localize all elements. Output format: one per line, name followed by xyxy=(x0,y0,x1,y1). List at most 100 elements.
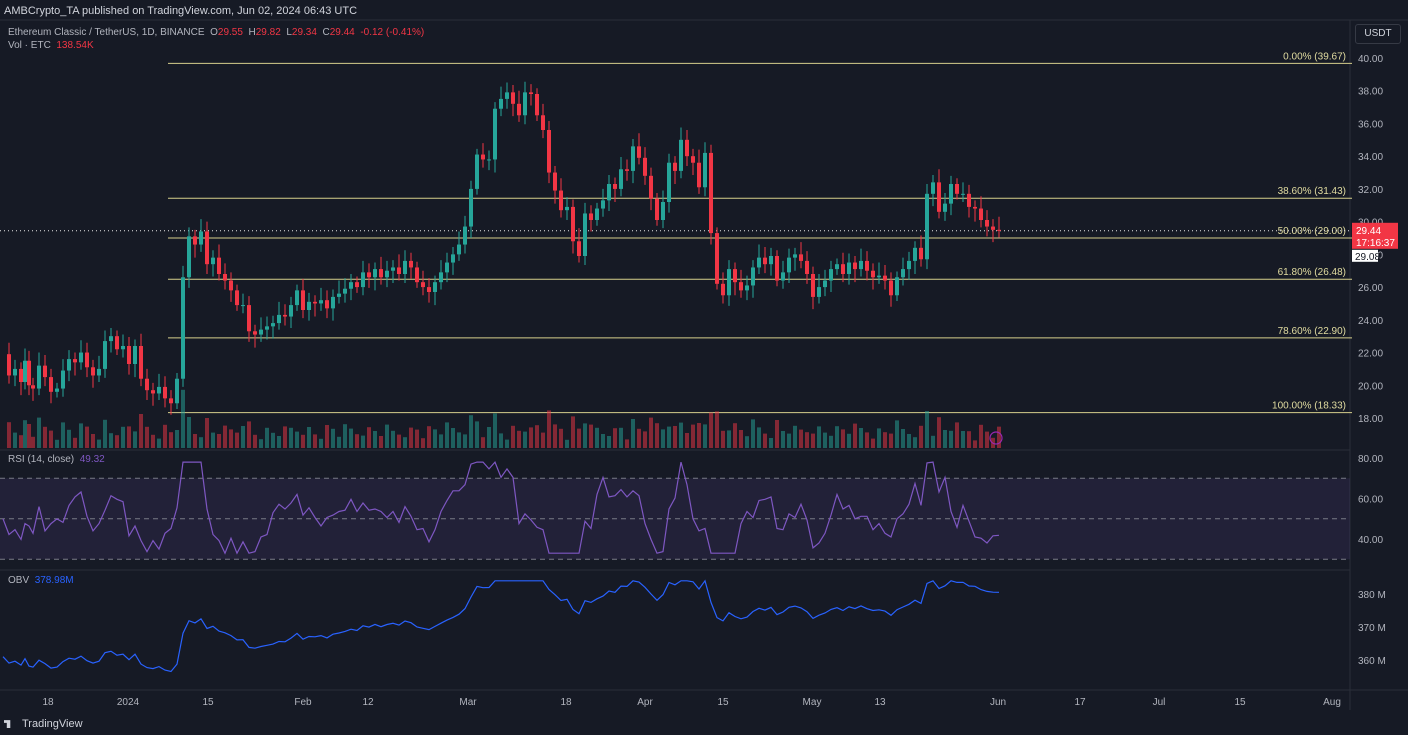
candle-body xyxy=(547,130,551,173)
price-tick-label: 40.00 xyxy=(1358,54,1383,65)
volume-bar xyxy=(613,428,617,448)
volume-bar xyxy=(787,433,791,448)
volume-bar xyxy=(583,423,587,448)
time-tick-label: 13 xyxy=(874,697,886,708)
candle-body xyxy=(109,336,113,342)
volume-bar xyxy=(799,429,803,448)
volume-bar xyxy=(469,415,473,448)
candle-body xyxy=(685,139,689,157)
volume-bar xyxy=(871,438,875,448)
candle-body xyxy=(709,152,713,234)
volume-bar xyxy=(289,427,293,448)
low-label: L xyxy=(286,27,292,38)
candle-body xyxy=(895,277,899,296)
candle-body xyxy=(991,226,995,230)
high-value: 29.82 xyxy=(255,27,281,38)
obv-tick-label: 380 M xyxy=(1358,590,1386,601)
candle-body xyxy=(817,287,821,297)
volume-bar xyxy=(283,426,287,448)
candle-body xyxy=(445,262,449,273)
candle-body xyxy=(451,254,455,263)
candle-body xyxy=(181,277,185,379)
candle-body xyxy=(31,385,35,389)
volume-bar xyxy=(691,424,695,448)
volume-bar xyxy=(217,434,221,448)
candle-body xyxy=(121,346,125,350)
candle-body xyxy=(157,386,161,394)
volume-bar xyxy=(517,430,521,448)
candle-body xyxy=(721,283,725,296)
candle-body xyxy=(655,198,659,220)
candle-body xyxy=(67,359,71,371)
symbol-name: Ethereum Classic / TetherUS, 1D, BINANCE xyxy=(8,27,205,38)
volume-bar xyxy=(673,426,677,448)
candle-body xyxy=(247,305,251,332)
volume-bar xyxy=(595,427,599,448)
candle-body xyxy=(469,188,473,227)
candle-body xyxy=(925,193,929,260)
volume-bar xyxy=(361,435,365,448)
candle-body xyxy=(805,260,809,274)
candle-body xyxy=(739,282,743,291)
volume-bar xyxy=(997,426,1001,448)
volume-bar xyxy=(109,433,113,448)
fib-label: 100.00% (18.33) xyxy=(1272,401,1346,412)
candle-body xyxy=(379,269,383,278)
volume-bar xyxy=(529,427,533,448)
candle-body xyxy=(211,257,215,265)
candle-body xyxy=(27,360,31,386)
time-tick-label: 17 xyxy=(1074,697,1086,708)
volume-bar xyxy=(619,427,623,448)
candle-body xyxy=(775,256,779,281)
volume-bar xyxy=(97,439,101,448)
candle-body xyxy=(13,368,17,376)
candle-body xyxy=(43,365,47,378)
volume-bar xyxy=(541,432,545,448)
candle-body xyxy=(463,226,467,245)
candle-body xyxy=(913,247,917,261)
price-tick-label: 20.00 xyxy=(1358,381,1383,392)
candle-body xyxy=(433,282,437,292)
volume-bar xyxy=(841,429,845,448)
rsi-line xyxy=(2,460,1000,555)
volume-bar xyxy=(985,431,989,448)
volume-bar xyxy=(811,433,815,448)
volume-bar xyxy=(637,428,641,448)
cursor-price-label: 29.08 xyxy=(1355,252,1380,263)
candle-body xyxy=(23,360,27,382)
currency-selector[interactable]: USDT xyxy=(1355,24,1401,44)
candle-body xyxy=(55,388,59,392)
volume-bar xyxy=(889,433,893,448)
volume-bar xyxy=(7,422,11,448)
candle-body xyxy=(829,269,833,281)
time-tick-label: 18 xyxy=(560,697,572,708)
volume-bar xyxy=(853,423,857,448)
candle-body xyxy=(271,323,275,327)
obv-tick-label: 370 M xyxy=(1358,623,1386,634)
volume-bar xyxy=(367,427,371,448)
volume-bar xyxy=(655,423,659,448)
candle-body xyxy=(871,270,875,278)
volume-bar xyxy=(703,424,707,448)
candle-body xyxy=(337,293,341,297)
volume-bar xyxy=(91,434,95,448)
volume-bar xyxy=(355,434,359,448)
volume-bar xyxy=(115,435,119,448)
volume-bar xyxy=(79,423,83,448)
candle-body xyxy=(283,314,287,317)
candle-body xyxy=(265,326,269,330)
candle-body xyxy=(145,378,149,391)
candle-body xyxy=(853,262,857,270)
candle-body xyxy=(313,301,317,304)
volume-bar xyxy=(769,438,773,448)
candle-body xyxy=(835,264,839,270)
candle-body xyxy=(967,193,971,207)
candle-body xyxy=(187,236,191,278)
volume-bar xyxy=(721,430,725,448)
candle-body xyxy=(235,290,239,306)
volume-legend: Vol · ETC 138.54K xyxy=(8,40,94,51)
volume-bar xyxy=(43,426,47,448)
volume-bar xyxy=(73,437,77,448)
volume-bar xyxy=(667,426,671,448)
